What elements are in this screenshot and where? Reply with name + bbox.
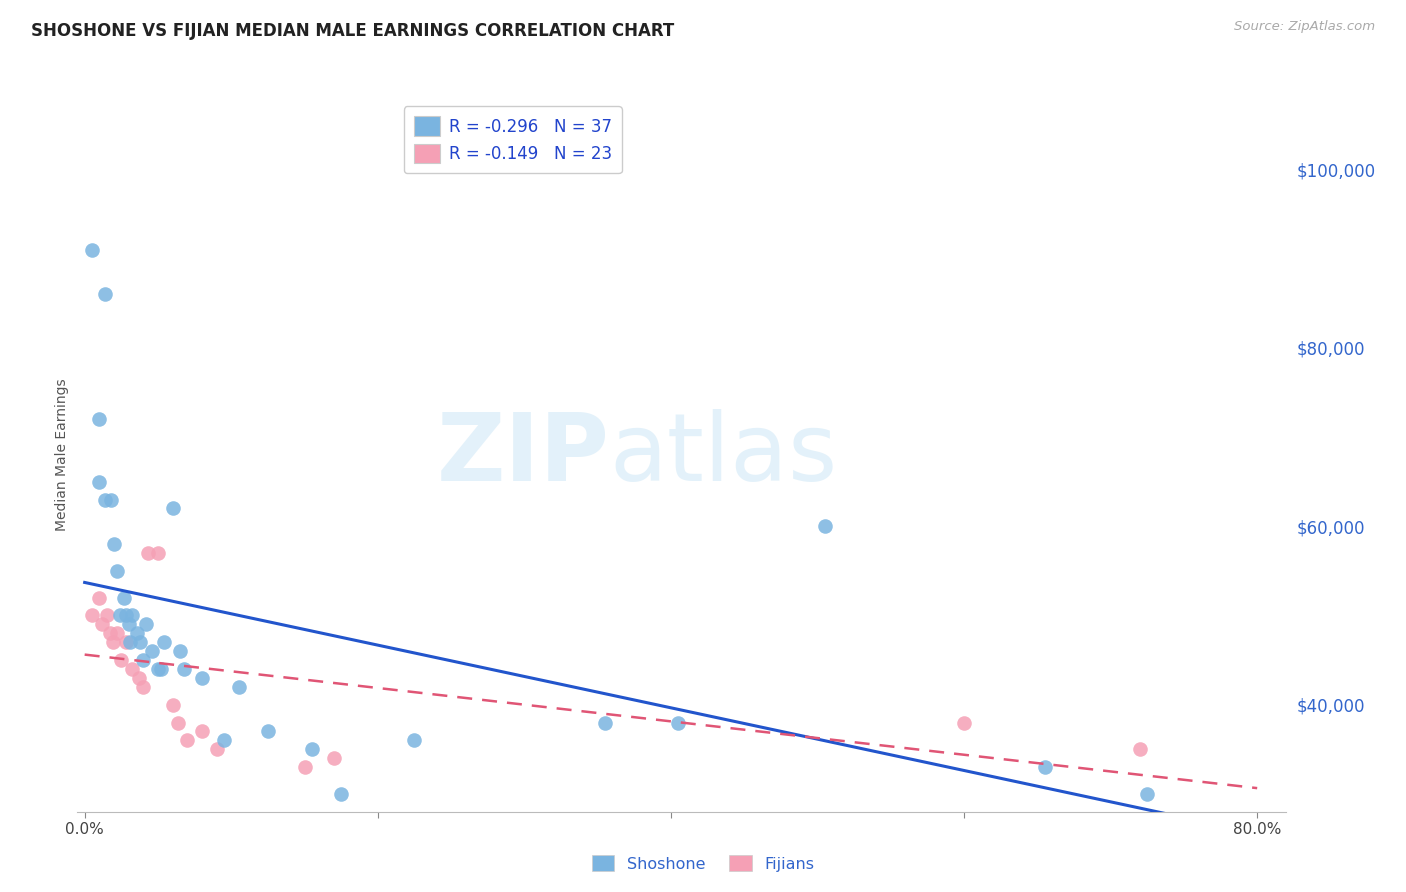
Point [132,653,155,667]
Point [1033,760,1056,774]
Point [121,608,143,623]
Legend: R = -0.296   N = 37, R = -0.149   N = 23: R = -0.296 N = 37, R = -0.149 N = 23 [404,106,621,173]
Point [149,662,172,676]
Text: SHOSHONE VS FIJIAN MEDIAN MALE EARNINGS CORRELATION CHART: SHOSHONE VS FIJIAN MEDIAN MALE EARNINGS … [31,22,675,40]
Point [105,626,128,640]
Point [330,787,353,801]
Point [94,287,117,301]
Point [162,698,184,712]
Point [173,662,195,676]
Point [80,243,103,257]
Point [176,733,198,747]
Point [98,626,121,640]
Point [129,635,152,649]
Point [169,644,191,658]
Point [1136,787,1159,801]
Text: Source: ZipAtlas.com: Source: ZipAtlas.com [1234,20,1375,33]
Point [112,591,135,605]
Point [94,492,117,507]
Point [212,733,235,747]
Point [162,501,184,516]
Point [101,635,124,649]
Point [120,635,142,649]
Point [301,742,323,756]
Point [257,724,280,739]
Point [205,742,228,756]
Point [141,644,163,658]
Point [114,608,136,623]
Point [91,617,114,632]
Y-axis label: Median Male Earnings: Median Male Earnings [55,378,69,532]
Point [593,715,616,730]
Point [191,671,214,685]
Point [228,680,250,694]
Point [80,608,103,623]
Point [121,662,143,676]
Point [191,724,214,739]
Point [167,715,190,730]
Text: atlas: atlas [609,409,838,501]
Text: ZIP: ZIP [436,409,609,501]
Point [666,715,689,730]
Point [1129,742,1152,756]
Point [89,475,111,489]
Point [114,635,136,649]
Point [103,537,125,551]
Point [953,715,976,730]
Point [100,492,122,507]
Point [146,662,169,676]
Point [146,546,169,560]
Point [404,733,426,747]
Point [322,751,344,765]
Point [132,680,155,694]
Point [128,671,150,685]
Point [108,608,131,623]
Point [153,635,176,649]
Point [117,617,139,632]
Point [105,564,128,578]
Point [136,546,159,560]
Point [135,617,157,632]
Point [96,608,118,623]
Legend: Shoshone, Fijians: Shoshone, Fijians [583,847,823,880]
Point [814,519,837,533]
Point [89,591,111,605]
Point [127,626,149,640]
Point [89,412,111,426]
Point [110,653,132,667]
Point [294,760,316,774]
